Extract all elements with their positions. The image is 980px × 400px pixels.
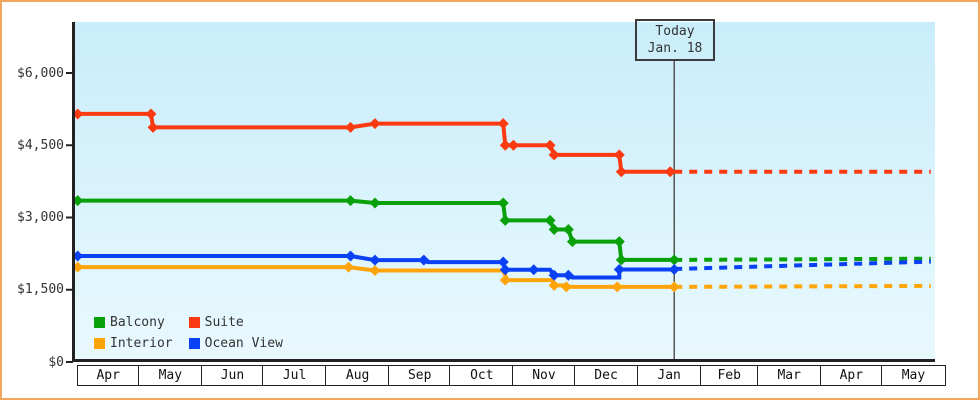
data-point-ocean-view[interactable] — [562, 269, 574, 281]
data-point-ocean-view[interactable] — [548, 269, 560, 281]
month-label-6-oct: Oct — [449, 365, 515, 386]
data-point-suite[interactable] — [369, 118, 381, 130]
plot-background — [75, 22, 935, 362]
data-point-suite[interactable] — [544, 139, 556, 151]
data-point-suite[interactable] — [548, 149, 560, 161]
month-label-12-apr: Apr — [819, 365, 883, 386]
data-point-balcony[interactable] — [499, 214, 511, 226]
data-point-balcony[interactable] — [613, 236, 625, 248]
today-flag-date: Jan. 18 — [647, 41, 703, 56]
data-point-suite[interactable] — [345, 121, 357, 133]
today-flag: Today Jan. 18 — [635, 19, 715, 61]
month-label-9-jan: Jan — [636, 365, 702, 386]
interior-swatch-icon — [94, 338, 105, 349]
legend-item-suite: Suite — [188, 315, 283, 330]
axes — [66, 22, 935, 363]
today-flag-title: Today — [655, 24, 695, 39]
data-point-interior[interactable] — [342, 261, 354, 273]
data-point-suite[interactable] — [664, 166, 676, 178]
legend-label: Ocean View — [204, 336, 283, 351]
data-point-interior[interactable] — [369, 264, 381, 276]
y-axis-label-0: $0 — [48, 354, 64, 370]
y-axis-label-4500: $4,500 — [17, 137, 64, 153]
suite-swatch-icon — [188, 317, 200, 328]
data-point-ocean-view[interactable] — [613, 264, 625, 276]
month-label-7-nov: Nov — [512, 365, 576, 386]
series-forecast-interior — [674, 283, 931, 289]
data-point-balcony[interactable] — [566, 236, 578, 248]
balcony-swatch-icon — [94, 317, 105, 328]
month-label-2-jun: Jun — [200, 365, 264, 386]
data-point-suite[interactable] — [613, 149, 625, 161]
legend-item-interior: Interior — [94, 336, 173, 351]
data-point-balcony[interactable] — [562, 224, 574, 236]
legend-item-balcony: Balcony — [94, 315, 173, 330]
data-point-ocean-view[interactable] — [528, 264, 540, 276]
series-line-ocean-view — [77, 254, 675, 280]
month-label-1-may: May — [137, 365, 203, 386]
legend-label: Balcony — [110, 315, 165, 330]
month-label-5-sep: Sep — [388, 365, 452, 386]
month-label-3-jul: Jul — [262, 365, 328, 386]
legend-label: Suite — [204, 315, 244, 330]
data-point-balcony[interactable] — [345, 195, 357, 207]
legend-label: Interior — [110, 336, 173, 351]
data-point-interior[interactable] — [499, 274, 511, 286]
data-point-balcony[interactable] — [497, 197, 509, 209]
data-point-interior[interactable] — [548, 279, 560, 291]
data-point-suite[interactable] — [507, 139, 519, 151]
month-label-8-dec: Dec — [573, 365, 639, 386]
series-forecast-ocean-view — [674, 259, 931, 271]
month-label-10-feb: Feb — [699, 365, 759, 386]
month-label-11-mar: Mar — [756, 365, 822, 386]
data-point-ocean-view[interactable] — [418, 254, 430, 266]
month-label-13-may: May — [880, 365, 946, 386]
data-point-suite[interactable] — [145, 108, 157, 120]
data-point-suite[interactable] — [147, 121, 159, 133]
data-point-balcony[interactable] — [369, 197, 381, 209]
price-series — [72, 108, 931, 293]
data-point-balcony[interactable] — [548, 224, 560, 236]
legend-item-ocean-view: Ocean View — [188, 336, 283, 351]
data-point-suite[interactable] — [615, 166, 627, 178]
data-point-ocean-view[interactable] — [369, 254, 381, 266]
ocean-view-swatch-icon — [188, 338, 200, 349]
data-point-ocean-view[interactable] — [668, 264, 680, 276]
data-point-balcony[interactable] — [544, 214, 556, 226]
data-point-suite[interactable] — [497, 118, 509, 130]
y-axis-label-1500: $1,500 — [17, 282, 64, 298]
y-axis-label-3000: $3,000 — [17, 210, 64, 225]
data-point-interior[interactable] — [611, 281, 623, 293]
data-point-ocean-view[interactable] — [499, 264, 511, 276]
month-label-0-apr: Apr — [76, 365, 140, 386]
chart-legend: Balcony Suite Interior Ocean View — [94, 315, 283, 351]
data-point-interior[interactable] — [560, 281, 572, 293]
data-point-interior[interactable] — [668, 281, 680, 293]
y-axis-label-6000: $6,000 — [17, 65, 64, 81]
data-point-suite[interactable] — [499, 139, 511, 151]
data-point-ocean-view[interactable] — [345, 250, 357, 262]
month-label-4-aug: Aug — [325, 365, 391, 386]
data-point-ocean-view[interactable] — [497, 256, 509, 268]
series-forecast-balcony — [674, 256, 931, 262]
